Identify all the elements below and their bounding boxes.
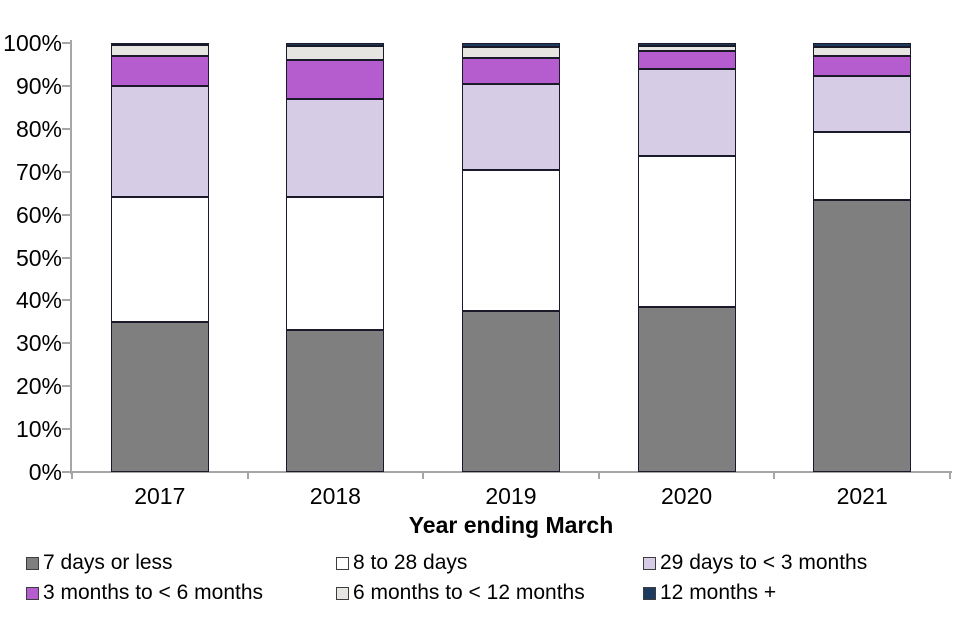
x-axis-title: Year ending March — [408, 512, 614, 538]
y-tick-mark — [62, 170, 71, 173]
bar-segment-2019-series-2 — [462, 83, 560, 170]
bar-segment-2018-series-4 — [286, 46, 385, 61]
y-tick-label: 20% — [15, 373, 62, 400]
bar-segment-2017-series-5 — [110, 43, 209, 46]
legend-item: 6 months to < 12 months — [336, 581, 643, 605]
bar-segment-2017-series-0 — [110, 321, 209, 472]
x-tick-mark — [597, 472, 600, 479]
y-tick-mark — [62, 84, 71, 87]
y-tick-mark — [62, 342, 71, 345]
y-tick-mark — [62, 213, 71, 216]
legend-item: 7 days or less — [26, 551, 336, 575]
legend-label: 8 to 28 days — [353, 551, 468, 574]
bar-segment-2017-series-1 — [110, 197, 209, 322]
x-tick-mark — [71, 472, 73, 479]
y-tick-mark — [62, 428, 71, 431]
bar-segment-2020-series-4 — [637, 46, 736, 51]
bar-segment-2020-series-5 — [637, 43, 736, 46]
y-tick-label: 60% — [15, 201, 62, 228]
legend: 7 days or less 8 to 28 days 29 days to < 3… — [26, 551, 946, 605]
y-tick-mark — [62, 42, 71, 44]
y-tick-mark — [62, 471, 71, 473]
bar-segment-2017-series-4 — [110, 45, 209, 56]
y-tick-label: 100% — [3, 30, 62, 56]
x-tick-mark — [246, 472, 249, 479]
bar-segment-2019-series-1 — [462, 169, 560, 312]
bar-segment-2019-series-0 — [462, 311, 560, 472]
y-tick-label: 50% — [15, 244, 62, 271]
bar-segment-2021-series-3 — [813, 55, 912, 77]
legend-swatch-icon — [26, 556, 39, 570]
x-category-label-2017: 2017 — [134, 483, 186, 509]
legend-item: 8 to 28 days — [336, 551, 643, 575]
x-axis-line — [70, 471, 952, 473]
legend-label: 6 months to < 12 months — [353, 581, 585, 604]
legend-label: 29 days to < 3 months — [660, 551, 868, 574]
x-category-label-2018: 2018 — [309, 483, 361, 509]
y-tick-mark — [62, 256, 71, 259]
bar-segment-2021-series-1 — [813, 131, 912, 200]
bar-segment-2017-series-2 — [110, 85, 209, 198]
bar-segment-2019-series-3 — [462, 58, 560, 84]
legend-swatch-icon — [336, 586, 349, 600]
legend-swatch-icon — [26, 586, 39, 600]
bar-segment-2018-series-2 — [286, 98, 385, 198]
bar-segment-2021-series-2 — [813, 76, 912, 132]
x-tick-mark — [422, 472, 425, 479]
legend-swatch-icon — [643, 556, 656, 570]
bar-segment-2021-series-5 — [813, 43, 912, 47]
y-tick-label: 40% — [15, 287, 62, 314]
bar-segment-2019-series-5 — [462, 43, 560, 47]
bar-segment-2017-series-3 — [110, 55, 209, 86]
x-tick-mark — [773, 472, 776, 479]
bar-segment-2018-series-1 — [286, 197, 385, 331]
y-tick-mark — [62, 385, 71, 388]
legend-item: 12 months + — [643, 581, 946, 605]
legend-label: 12 months + — [660, 581, 777, 604]
bar-segment-2018-series-0 — [286, 330, 385, 472]
legend-label: 3 months to < 6 months — [43, 581, 264, 604]
x-category-label-2020: 2020 — [661, 483, 713, 509]
bar-segment-2018-series-5 — [286, 43, 385, 46]
y-axis-line — [70, 40, 72, 474]
x-tick-mark — [949, 472, 951, 479]
bar-segment-2019-series-4 — [462, 46, 560, 58]
y-tick-label: 90% — [15, 72, 62, 99]
y-tick-label: 80% — [15, 115, 62, 142]
x-category-label-2021: 2021 — [836, 483, 888, 509]
y-tick-label: 70% — [15, 158, 62, 185]
legend-label: 7 days or less — [43, 551, 173, 574]
y-tick-label: 0% — [28, 459, 62, 485]
bar-segment-2021-series-4 — [813, 46, 912, 56]
y-tick-label: 10% — [15, 416, 62, 443]
y-tick-mark — [62, 299, 71, 302]
bar-segment-2020-series-1 — [637, 155, 736, 307]
y-tick-label: 30% — [15, 330, 62, 357]
bar-segment-2020-series-2 — [637, 69, 736, 156]
bar-segment-2018-series-3 — [286, 60, 385, 99]
legend-swatch-icon — [643, 586, 656, 600]
y-tick-mark — [62, 127, 71, 130]
legend-item: 29 days to < 3 months — [643, 551, 946, 575]
bar-segment-2020-series-3 — [637, 50, 736, 70]
bar-segment-2020-series-0 — [637, 306, 736, 472]
bar-segment-2021-series-0 — [813, 200, 912, 472]
x-category-label-2019: 2019 — [485, 483, 537, 509]
legend-item: 3 months to < 6 months — [26, 581, 336, 605]
legend-swatch-icon — [336, 556, 349, 570]
